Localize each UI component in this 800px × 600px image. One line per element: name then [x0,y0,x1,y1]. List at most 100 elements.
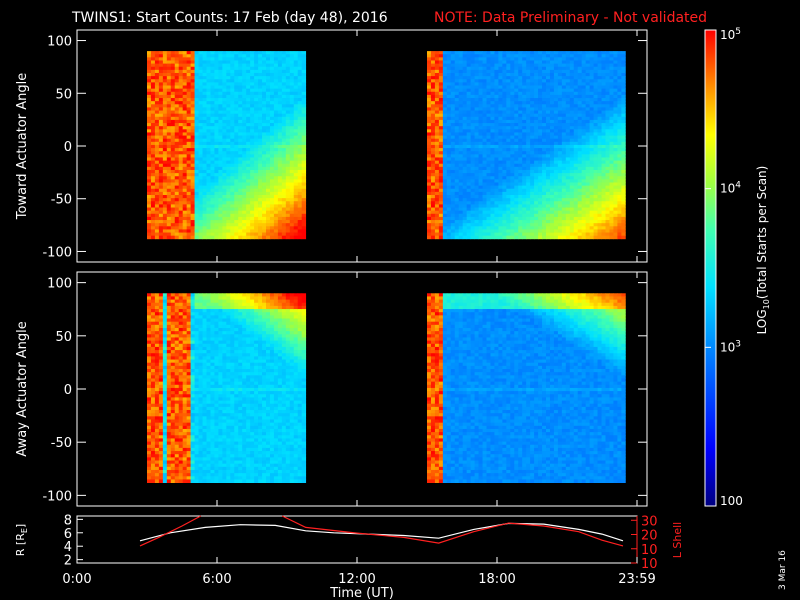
heatmap-cell [561,169,567,174]
heatmap-cell [577,169,583,174]
heatmap-cell [486,57,491,61]
heatmap-cell [234,182,239,187]
heatmap-cell [190,154,195,158]
heatmap-cell [546,72,551,77]
heatmap-cell [478,57,483,61]
heatmap-cell [514,188,519,193]
heatmap-cell [430,66,436,71]
heatmap-cell [154,216,160,221]
heatmap-cell [226,220,231,224]
heatmap-cell [542,157,547,161]
heatmap-cell [269,151,275,155]
heatmap-cell [450,104,456,108]
heatmap-cell [178,138,184,143]
heatmap-cell [158,119,164,124]
heatmap-cell [526,157,531,161]
heatmap-cell [273,63,279,68]
heatmap-cell [542,126,547,130]
heatmap-cell [214,63,219,68]
heatmap-cell [557,216,563,221]
heatmap-cell [585,57,591,61]
heatmap-cell [238,229,243,233]
heatmap-cell [458,148,464,152]
heatmap-cell [289,216,295,221]
heatmap-cell [553,54,559,58]
heatmap-cell [174,169,180,174]
heatmap-cell [577,123,583,127]
heatmap-cell [458,54,464,58]
heatmap-cell [190,235,195,240]
heatmap-cell [522,226,527,230]
heatmap-cell [147,82,152,86]
heatmap-cell [549,201,555,205]
heatmap-cell [226,82,231,86]
heatmap-cell [565,163,571,168]
heatmap-cell [434,176,440,180]
heatmap-cell [238,141,243,146]
heatmap-cell [430,57,436,61]
heatmap-cell [206,138,211,143]
heatmap-cell [158,132,164,136]
heatmap-cell [462,94,468,99]
heatmap-cell [546,88,551,93]
heatmap-cell [593,135,598,140]
heatmap-cell [162,123,168,127]
heatmap-cell [434,123,440,127]
heatmap-cell [174,98,180,102]
heatmap-cell [438,166,444,171]
heatmap-cell [577,129,583,133]
heatmap-cell [178,201,184,205]
heatmap-cell [262,144,267,149]
heatmap-cell [502,201,507,205]
heatmap-cell [565,94,571,99]
heatmap-cell [565,69,571,74]
heatmap-cell [458,216,464,221]
heatmap-cell [230,126,235,130]
heatmap-cell [162,179,168,183]
heatmap-cell [542,101,547,105]
heatmap-cell [470,179,475,183]
heatmap-cell [478,82,483,86]
heatmap-cell [438,182,444,187]
heatmap-cell [238,51,243,55]
heatmap-cell [222,76,227,80]
heatmap-cell [466,69,472,74]
heatmap-cell [258,188,263,193]
heatmap-cell [266,232,271,237]
heatmap-cell [526,163,531,168]
heatmap-cell [549,141,555,146]
heatmap-cell [446,157,452,161]
heatmap-cell [162,232,168,237]
heatmap-cell [166,88,172,93]
heatmap-cell [553,198,559,202]
heatmap-cell [273,195,279,199]
heatmap-cell [218,76,223,80]
heatmap-cell [474,123,479,127]
heatmap-cell [478,188,483,193]
heatmap-cell [246,113,251,118]
heatmap-cell [446,60,452,65]
heatmap-cell [226,148,231,152]
heatmap-cell [593,79,598,83]
heatmap-cell [254,113,259,118]
heatmap-cell [530,191,535,196]
heatmap-cell [182,51,188,55]
heatmap-cell [450,223,456,227]
heatmap-cell [502,91,507,96]
heatmap-cell [462,191,468,196]
heatmap-cell [530,54,535,58]
heatmap-cell [150,63,156,68]
heatmap-cell [293,126,299,130]
heatmap-cell [522,94,527,99]
heatmap-cell [557,104,563,108]
heatmap-cell [438,207,444,212]
heatmap-cell [482,116,487,121]
heatmap-cell [170,207,176,212]
heatmap-cell [538,82,543,86]
heatmap-cell [597,69,602,74]
heatmap-cell [458,119,464,124]
heatmap-cell [470,72,475,77]
heatmap-cell [530,179,535,183]
heatmap-cell [482,107,487,111]
heatmap-cell [301,60,307,65]
